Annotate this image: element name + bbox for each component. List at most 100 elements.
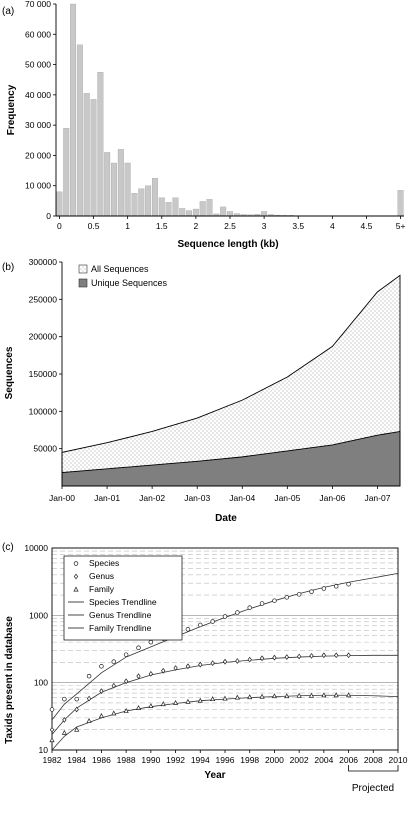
legend-label-unique-sequences: Unique Sequences xyxy=(91,278,168,288)
legend-label-species: Species xyxy=(89,558,119,568)
species-point xyxy=(259,601,265,606)
y-tick-label: 0 xyxy=(46,211,51,221)
area-all-sequences xyxy=(61,274,401,487)
histogram-bar xyxy=(70,3,77,217)
genus-point xyxy=(297,653,302,660)
panel-c-points xyxy=(49,581,352,743)
x-tick-label: 0.5 xyxy=(88,221,100,231)
family-point xyxy=(284,693,290,699)
projected-bracket-line xyxy=(348,765,399,772)
panel-a-xlabel: Sequence length (kb) xyxy=(177,239,278,250)
x-tick-label: 2004 xyxy=(314,755,333,765)
species-point xyxy=(49,707,55,712)
panel-b-ylabel: Sequences xyxy=(4,346,15,399)
y-tick-label: 10 xyxy=(39,745,49,755)
family-point xyxy=(308,692,315,698)
family-point xyxy=(160,701,166,707)
genus-point xyxy=(309,652,314,659)
legend-label-genus-trendline: Genus Trendline xyxy=(89,610,152,620)
genus-point xyxy=(272,654,277,661)
species-point xyxy=(74,696,79,702)
genus-point xyxy=(49,726,55,733)
panel-a-label: (a) xyxy=(2,6,14,17)
family-point xyxy=(148,703,154,708)
family-point xyxy=(98,713,105,718)
genus-point xyxy=(124,678,129,685)
legend-box xyxy=(63,555,183,641)
genus-point xyxy=(346,652,351,659)
histogram-bar xyxy=(261,211,268,217)
histogram-bar xyxy=(90,99,97,217)
genus-point xyxy=(99,688,104,694)
panel-c-y-ticks: 10 100 1000 10000 xyxy=(24,543,48,755)
histogram-bar xyxy=(220,206,227,217)
histogram-bar xyxy=(199,201,206,217)
x-tick-label: 1986 xyxy=(92,755,111,765)
species-point xyxy=(309,589,314,594)
y-tick-label: 10 000 xyxy=(25,181,51,191)
histogram-bar xyxy=(227,211,233,217)
y-tick-label: 100 xyxy=(34,678,48,688)
histogram-bar xyxy=(192,208,199,217)
panel-b-areas xyxy=(61,262,401,487)
histogram-bar xyxy=(56,191,63,217)
family-point xyxy=(259,693,265,699)
panel-b-legend: All Sequences Unique Sequences xyxy=(78,264,168,288)
family-point xyxy=(247,694,253,700)
x-tick-label: 2 xyxy=(194,221,199,231)
y-tick-label: 50 000 xyxy=(25,60,51,70)
x-tick-label: 2008 xyxy=(364,755,383,765)
histogram-bar xyxy=(124,162,131,217)
genus-point xyxy=(235,658,240,664)
histogram-bar xyxy=(76,44,83,217)
genus-point xyxy=(86,695,92,702)
x-tick-label: 1988 xyxy=(117,755,136,765)
histogram-bar xyxy=(83,93,90,217)
species-point xyxy=(62,696,67,702)
panel-a-bars xyxy=(56,3,404,217)
x-tick-label: 1.5 xyxy=(156,221,168,231)
genus-point xyxy=(210,660,215,667)
species-point xyxy=(247,605,252,610)
y-tick-label: 150000 xyxy=(29,369,58,379)
legend-label-genus: Genus xyxy=(89,571,114,581)
species-point xyxy=(198,622,203,628)
species-point xyxy=(210,619,215,624)
species-point xyxy=(296,592,302,597)
species-point xyxy=(185,627,191,632)
legend-label-family: Family xyxy=(89,584,115,594)
family-point xyxy=(197,697,203,703)
genus-point xyxy=(173,665,178,671)
x-tick-label: 4 xyxy=(330,221,335,231)
panel-c-x-ticks: 1982 1984 1986 1988 1990 1992 1994 1996 1998 2000… xyxy=(43,750,408,765)
histogram-bar xyxy=(172,197,179,217)
genus-point xyxy=(334,652,339,659)
genus-point xyxy=(247,656,252,663)
x-tick-label: Jan-01 xyxy=(94,493,120,503)
panel-c-log-scatter: (c) Taxids present in database Year 1010… xyxy=(2,542,408,794)
y-tick-label: 200000 xyxy=(29,332,58,342)
area-unique-sequences xyxy=(61,430,401,487)
x-tick-label: 4.5 xyxy=(361,221,373,231)
projected-label: Projected xyxy=(352,783,394,794)
histogram-bar xyxy=(179,208,186,217)
family-point xyxy=(185,698,191,704)
panel-c-legend: Species Genus Family Species Trendline Genus… xyxy=(63,555,183,641)
species-point xyxy=(272,598,277,603)
x-tick-label: 1992 xyxy=(166,755,185,765)
x-tick-label: 0 xyxy=(57,221,62,231)
histogram-bar xyxy=(111,162,117,217)
genus-point xyxy=(148,671,153,677)
legend-swatch-all-sequences xyxy=(78,264,88,274)
panel-b-label: (b) xyxy=(2,262,14,273)
x-tick-label: 1990 xyxy=(141,755,160,765)
histogram-bar xyxy=(165,202,172,217)
genus-point xyxy=(74,706,79,713)
histogram-bar xyxy=(186,210,193,217)
x-tick-label: 1982 xyxy=(43,755,62,765)
histogram-bar xyxy=(206,199,213,217)
family-point xyxy=(222,695,228,701)
genus-legend-marker xyxy=(73,573,79,580)
genus-point xyxy=(222,658,228,665)
